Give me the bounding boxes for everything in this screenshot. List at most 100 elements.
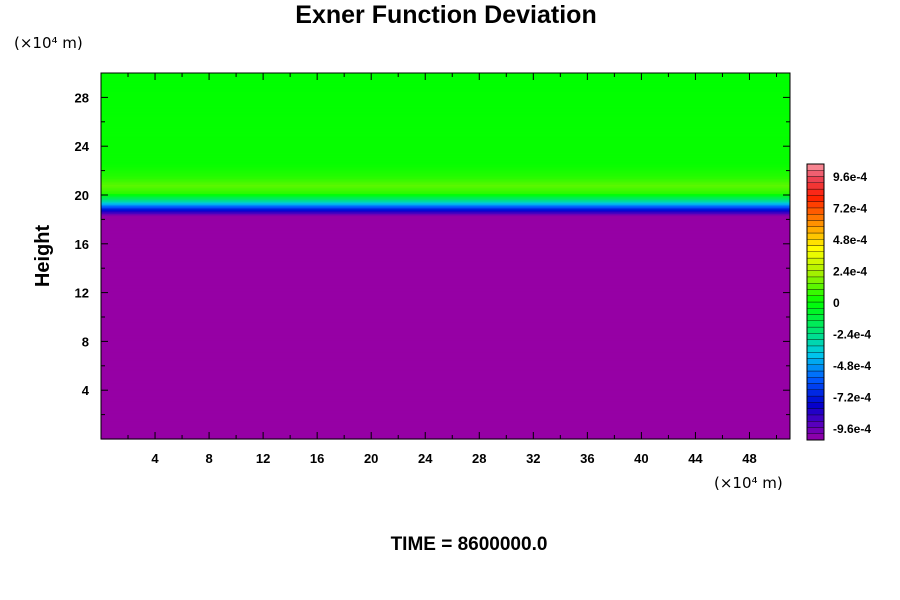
heatmap-band [101,312,790,315]
colorbar-segment [806,195,825,202]
heatmap-band [101,249,790,253]
heatmap-band [101,201,790,204]
heatmap-band [101,112,790,115]
heatmap-band [101,278,790,281]
heatmap-band [101,182,790,185]
x-tick-label: 12 [256,451,270,466]
colorbar-segment [806,364,825,372]
heatmap-band [101,147,790,150]
heatmap-band [101,190,790,193]
heatmap-band [101,352,790,355]
heatmap-band [101,198,790,201]
colorbar-segment [806,276,825,284]
heatmap-band [101,242,790,245]
heatmap-band [101,289,790,292]
colorbar-segment [806,295,825,303]
colorbar-tick-label: 7.2e-4 [833,201,867,215]
colorbar-segment [806,414,825,422]
heatmap-band [101,252,790,256]
heatmap-band [101,371,790,375]
heatmap-band [101,219,790,222]
heatmap-band [101,115,790,118]
heatmap-band [101,77,790,80]
heatmap-band [101,233,790,236]
colorbar-segment [806,239,825,246]
x-tick-label: 4 [151,451,159,466]
heatmap-band [101,95,790,98]
x-tick-label: 36 [580,451,594,466]
x-tick-label: 44 [688,451,703,466]
heatmap-band [101,158,790,161]
y-tick-label: 24 [75,139,90,154]
heatmap-band [101,342,790,346]
heatmap-band [101,358,790,361]
heatmap-band [101,111,790,114]
heatmap-band [101,367,790,370]
colorbar-tick-label: -7.2e-4 [833,391,871,405]
heatmap-band [101,173,790,176]
heatmap-band [101,397,790,400]
heatmap-band [101,315,790,318]
heatmap-band [101,431,790,434]
heatmap-band [101,310,790,314]
x-tick-label: 24 [418,451,433,466]
x-tick-label: 40 [634,451,648,466]
heatmap-band [101,384,790,387]
heatmap-band [101,317,790,320]
heatmap-band [101,361,790,364]
heatmap-band [101,167,790,170]
heatmap-band [101,283,790,286]
colorbar-segment [806,370,825,378]
heatmap-band [101,347,790,350]
heatmap-band [101,300,790,303]
colorbar-segment [806,320,825,328]
heatmap-band [101,217,790,221]
heatmap-band [101,196,790,199]
heatmap-band [101,425,790,428]
colorbar-segment [806,358,825,365]
heatmap-band [101,132,790,135]
heatmap-band [101,80,790,83]
heatmap-band [101,341,790,344]
heatmap-band [101,195,790,198]
heatmap-band [101,413,790,416]
chart-title: Exner Function Deviation [295,1,596,29]
heatmap-band [101,350,790,353]
heatmap-band [101,191,790,195]
heatmap-band [101,426,790,429]
heatmap-band [101,306,790,309]
heatmap-band [101,246,790,249]
y-tick-label: 4 [82,383,90,398]
heatmap-band [101,339,790,342]
heatmap-band [101,327,790,330]
heatmap-band [101,365,790,368]
heatmap-band [101,126,790,129]
heatmap-band [101,422,790,425]
heatmap-band [101,236,790,239]
heatmap-band [101,408,790,411]
heatmap-band [101,269,790,272]
x-tick-label: 20 [364,451,378,466]
heatmap-band [101,263,790,266]
heatmap-band [101,210,790,213]
heatmap-band [101,211,790,214]
colorbar-segment [806,345,825,353]
y-axis: 4 8 12 16 20 24 28 [75,90,790,416]
heatmap-band [101,169,790,172]
colorbar-segment [806,201,825,209]
heatmap-band [101,130,790,134]
heatmap-band [101,138,790,141]
colorbar-tick-label: -9.6e-4 [833,422,871,436]
heatmap-band [101,204,790,207]
heatmap-band [101,307,790,310]
heatmap-band [101,184,790,187]
heatmap-band [101,400,790,403]
heatmap-band [101,245,790,248]
heatmap-band [101,370,790,373]
heatmap-band [101,419,790,422]
heatmap-band [101,86,790,89]
heatmap-band [101,162,790,166]
x-tick-label: 48 [742,451,756,466]
heatmap-band [101,205,790,208]
heatmap-band [101,345,790,349]
